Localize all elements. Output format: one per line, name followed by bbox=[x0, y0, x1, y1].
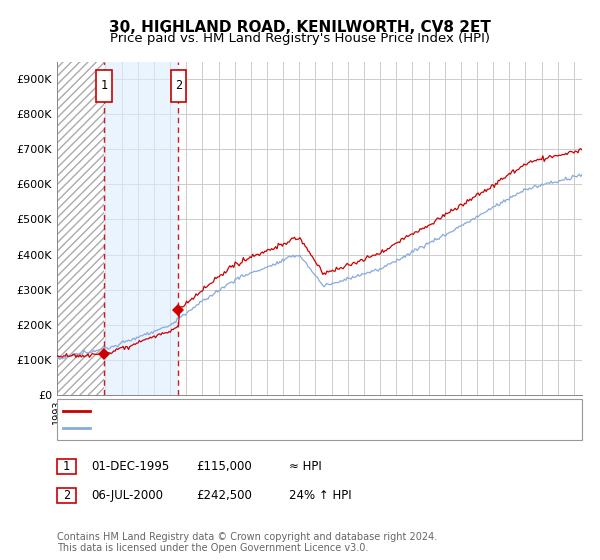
Text: £115,000: £115,000 bbox=[196, 460, 252, 473]
Text: HPI: Average price, detached house, Warwick: HPI: Average price, detached house, Warw… bbox=[96, 423, 349, 433]
Text: 06-JUL-2000: 06-JUL-2000 bbox=[91, 489, 163, 502]
Text: 1: 1 bbox=[63, 460, 70, 473]
FancyBboxPatch shape bbox=[96, 70, 112, 101]
Text: Contains HM Land Registry data © Crown copyright and database right 2024.
This d: Contains HM Land Registry data © Crown c… bbox=[57, 531, 437, 553]
Text: 30, HIGHLAND ROAD, KENILWORTH, CV8 2ET: 30, HIGHLAND ROAD, KENILWORTH, CV8 2ET bbox=[109, 20, 491, 35]
Text: 1: 1 bbox=[101, 80, 108, 92]
Text: 24% ↑ HPI: 24% ↑ HPI bbox=[289, 489, 352, 502]
Text: 30, HIGHLAND ROAD, KENILWORTH, CV8 2ET (detached house): 30, HIGHLAND ROAD, KENILWORTH, CV8 2ET (… bbox=[96, 405, 448, 416]
Text: £242,500: £242,500 bbox=[196, 489, 252, 502]
Text: 2: 2 bbox=[63, 489, 70, 502]
Text: 2: 2 bbox=[175, 80, 182, 92]
Text: ≈ HPI: ≈ HPI bbox=[289, 460, 322, 473]
Bar bbox=[57, 62, 104, 395]
Bar bbox=[104, 62, 178, 395]
FancyBboxPatch shape bbox=[170, 70, 187, 101]
Text: Price paid vs. HM Land Registry's House Price Index (HPI): Price paid vs. HM Land Registry's House … bbox=[110, 32, 490, 45]
Bar bbox=[57, 62, 104, 395]
Text: 01-DEC-1995: 01-DEC-1995 bbox=[91, 460, 169, 473]
